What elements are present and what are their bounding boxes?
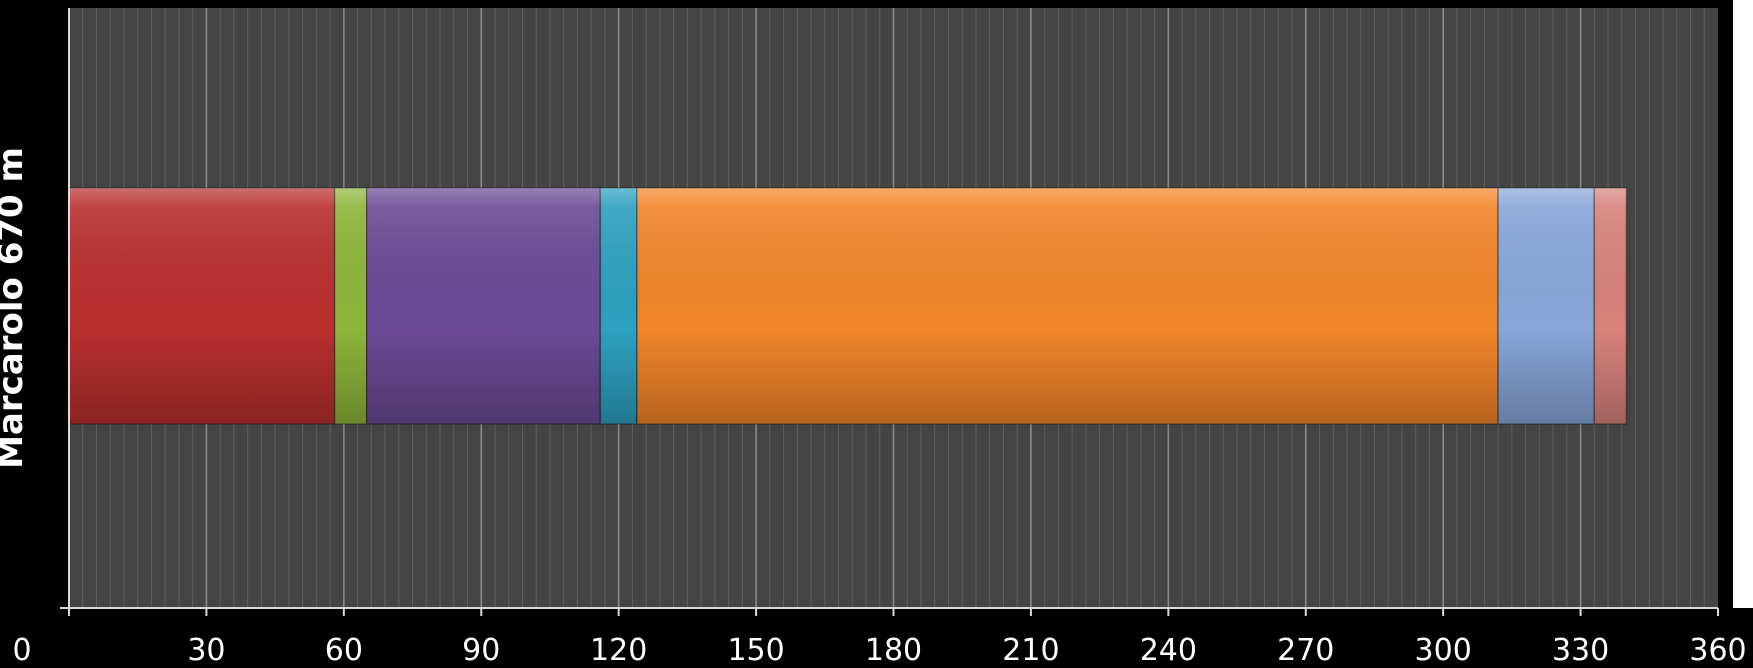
x-tick-label: 60 bbox=[325, 633, 363, 668]
bar-segment-3-shading bbox=[366, 188, 601, 424]
bar-segment-7-shading bbox=[1594, 188, 1627, 424]
bar-segment-6-shading bbox=[1498, 188, 1595, 424]
x-tick-label: 330 bbox=[1552, 633, 1609, 668]
x-ticks: 0 30 60 90 120 150 180 210 240 270 300 330 360 bbox=[12, 608, 1747, 668]
x-tick-label: 270 bbox=[1277, 633, 1334, 668]
x-tick-label: 210 bbox=[1002, 633, 1059, 668]
x-tick-label: 180 bbox=[865, 633, 922, 668]
bars bbox=[68, 187, 1628, 425]
right-edge-strip bbox=[1733, 0, 1753, 608]
x-tick-label: 120 bbox=[590, 633, 647, 668]
bar-segment-4-shading bbox=[600, 188, 637, 424]
x-tick-label: 0 bbox=[12, 633, 31, 668]
x-tick-label: 360 bbox=[1689, 633, 1746, 668]
x-tick-label: 30 bbox=[187, 633, 225, 668]
bar-segment-5-shading bbox=[636, 188, 1499, 424]
y-axis-label: Marcarolo 670 m bbox=[0, 147, 31, 469]
x-tick-label: 240 bbox=[1140, 633, 1197, 668]
x-tick-label: 300 bbox=[1415, 633, 1472, 668]
bar-segment-1-shading bbox=[69, 188, 335, 424]
x-tick-label: 90 bbox=[462, 633, 500, 668]
x-tick-label: 150 bbox=[727, 633, 784, 668]
bar-segment-2-shading bbox=[334, 188, 367, 424]
